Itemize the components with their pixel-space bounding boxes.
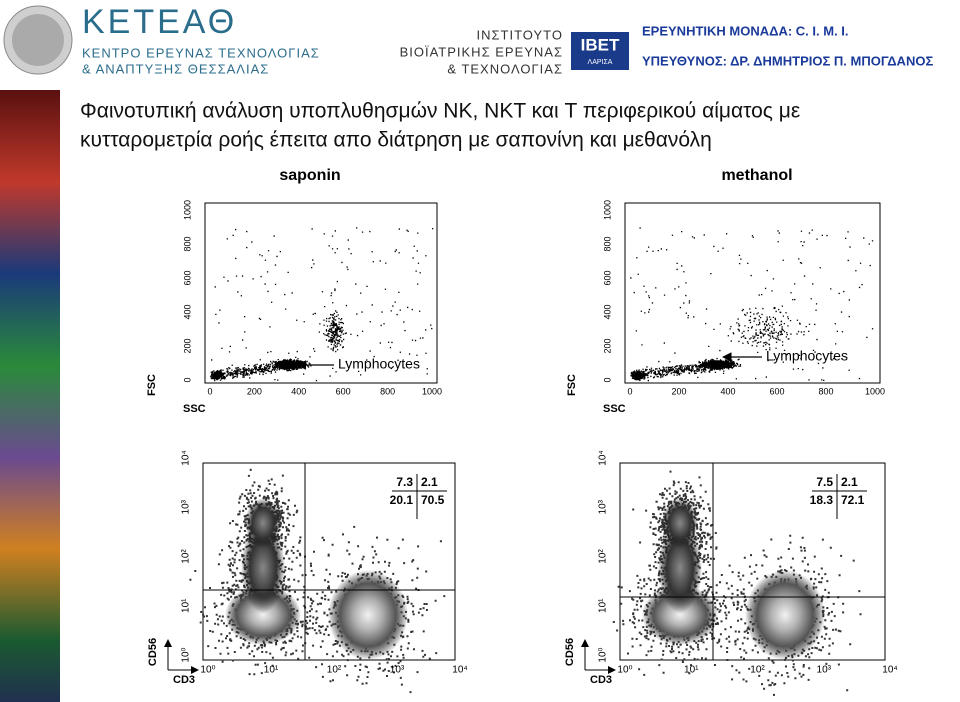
coin-inner [12, 14, 64, 66]
flow-density [658, 523, 702, 613]
x-tick-label: 10⁴ [452, 665, 467, 676]
y-axis-label: FSC [146, 374, 158, 396]
quadrant-value: 72.1 [841, 493, 865, 507]
logo-sub: ΚΕΝΤΡΟ ΕΡΕΥΝΑΣ ΤΕΧΝΟΛΟΓΙΑΣ [82, 45, 320, 60]
slide-title: κυτταρομετρία ροής έπειτα απο διάτρηση μ… [80, 129, 712, 152]
quadrant-value: 18.3 [810, 493, 834, 507]
y-tick-label: 0 [182, 377, 192, 382]
y-tick-label: 10⁰ [598, 647, 609, 662]
flow-frame [202, 462, 456, 661]
quadrant-value: 70.5 [421, 493, 445, 507]
y-tick-label: 10³ [181, 499, 192, 514]
flow-density [662, 498, 698, 548]
y-tick-label: 400 [182, 304, 192, 319]
x-tick-label: 10³ [390, 665, 405, 676]
x-tick-label: 10⁰ [617, 665, 632, 676]
y-tick-label: 10⁴ [598, 450, 609, 465]
logo-title: ΚΕΤΕΑΘ [82, 3, 237, 41]
y-tick-label: 200 [602, 338, 612, 353]
y-tick-label: 10⁰ [181, 647, 192, 662]
y-tick-label: 10² [598, 549, 609, 564]
scatter-dots [210, 227, 434, 382]
x-tick-label: 1000 [422, 386, 442, 396]
y-axis-label: CD56 [147, 638, 159, 666]
y-tick-label: 10² [181, 549, 192, 564]
flow-density [642, 585, 718, 645]
y-axis-label: FSC [566, 374, 578, 396]
head-text: ΥΠΕΥΘΥΝΟΣ: ΔΡ. ΔΗΜΗΤΡΙΟΣ Π. ΜΠΟΓΔΑΝΟΣ [642, 53, 933, 68]
x-tick-label: 1000 [865, 386, 885, 396]
y-tick-label: 1000 [602, 200, 612, 220]
x-tick-label: 0 [627, 386, 632, 396]
scatter-frame [204, 202, 438, 384]
header-bg [0, 0, 960, 84]
y-tick-label: 200 [182, 338, 192, 353]
y-tick-label: 0 [602, 377, 612, 382]
scatter-frame [624, 202, 881, 384]
x-tick-label: 800 [818, 386, 833, 396]
x-tick-label: 800 [380, 386, 395, 396]
slide-title: Φαινοτυπική ανάλυση υποπλυθησμών NK, NKT… [80, 100, 800, 123]
y-tick-label: 10³ [598, 499, 609, 514]
x-tick-label: 200 [247, 386, 262, 396]
x-tick-label: 10³ [817, 665, 832, 676]
y-tick-label: 10¹ [598, 598, 609, 613]
ibet-sub: ΛΑΡΙΣΑ [588, 59, 613, 66]
flow-frame [619, 462, 886, 661]
ibet-text: IBET [581, 35, 620, 54]
x-axis-label: CD3 [173, 674, 195, 686]
flow-density [225, 585, 301, 645]
x-tick-label: 600 [769, 386, 784, 396]
inst-text: ΙΝΣΤΙΤΟΥΤΟ [477, 27, 563, 42]
y-tick-label: 800 [182, 236, 192, 251]
panel-label: methanol [721, 167, 792, 184]
x-tick-label: 400 [720, 386, 735, 396]
inst-text: ΒΙΟΪΑΤΡΙΚΗΣ ΕΡΕΥΝΑΣ [400, 44, 563, 59]
quadrant-value: 7.5 [816, 475, 833, 489]
y-tick-label: 1000 [182, 200, 192, 220]
flow-density [245, 498, 281, 548]
flow-density [328, 570, 408, 660]
quadrant-value: 2.1 [421, 475, 438, 489]
x-axis-label: CD3 [590, 674, 612, 686]
y-tick-label: 800 [602, 236, 612, 251]
x-tick-label: 10⁰ [200, 665, 215, 676]
x-tick-label: 600 [336, 386, 351, 396]
x-tick-label: 10¹ [684, 665, 699, 676]
gate-label: Lymphocytes [338, 356, 420, 372]
y-tick-label: 600 [602, 270, 612, 285]
x-axis-label: SSC [183, 403, 206, 415]
x-tick-label: 10² [750, 665, 765, 676]
ibet-logo [571, 32, 629, 70]
x-tick-label: 200 [671, 386, 686, 396]
flow-density [745, 570, 825, 660]
y-tick-label: 10⁴ [181, 450, 192, 465]
quadrant-value: 2.1 [841, 475, 858, 489]
panel-label: saponin [279, 167, 340, 184]
y-tick-label: 600 [182, 270, 192, 285]
x-tick-label: 10¹ [264, 665, 279, 676]
x-tick-label: 0 [207, 386, 212, 396]
gate-label: Lymphocytes [766, 348, 848, 364]
y-axis-label: CD56 [564, 638, 576, 666]
x-tick-label: 400 [291, 386, 306, 396]
x-tick-label: 10² [327, 665, 342, 676]
x-tick-label: 10⁴ [882, 665, 897, 676]
logo-sub: & ΑΝΑΠΤΥΞΗΣ ΘΕΣΣΑΛΙΑΣ [82, 61, 269, 76]
y-tick-label: 400 [602, 304, 612, 319]
inst-text: & ΤΕΧΝΟΛΟΓΙΑΣ [447, 61, 563, 76]
unit-text: ΕΡΕΥΝΗΤΙΚΗ ΜΟΝΑΔΑ: C. I. M. I. [642, 23, 849, 38]
quadrant-value: 7.3 [396, 475, 413, 489]
quadrant-value: 20.1 [390, 493, 414, 507]
x-axis-label: SSC [603, 403, 626, 415]
y-tick-label: 10¹ [181, 598, 192, 613]
side-image [0, 90, 60, 702]
